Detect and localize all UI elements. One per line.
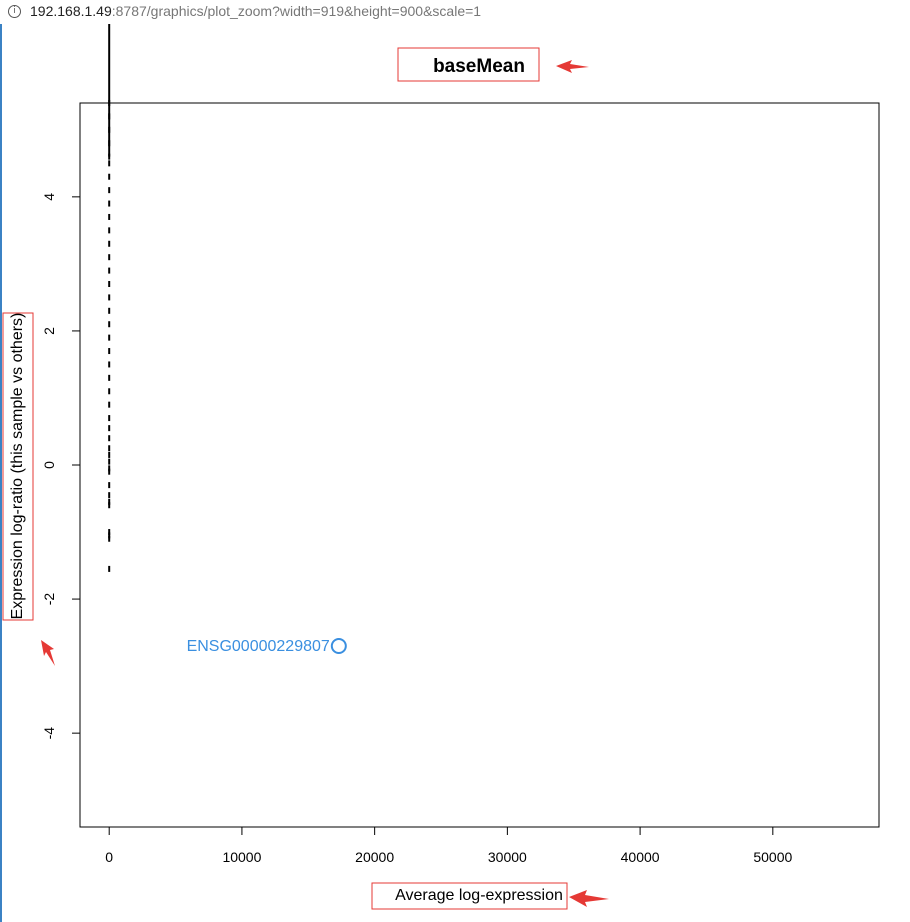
data-point (108, 458, 111, 465)
data-point (108, 415, 111, 422)
ylabel-arrow-annotation (41, 640, 55, 666)
y-tick-label: 0 (41, 461, 57, 469)
data-point (108, 425, 111, 432)
data-point (108, 113, 111, 120)
data-point (108, 294, 111, 301)
y-axis: -4 -2 0 2 4 (41, 193, 80, 740)
highlight-label: ENSG00000229807 (187, 638, 330, 655)
y-tick-label: 4 (41, 193, 57, 201)
x-axis: 0 10000 20000 30000 40000 50000 (105, 827, 792, 865)
y-tick-label: -2 (41, 593, 57, 606)
highlight-point (330, 638, 347, 654)
data-point (108, 153, 111, 160)
data-point (108, 187, 111, 194)
data-point (108, 532, 111, 539)
title-arrow-annotation (556, 60, 589, 73)
y-axis-label: Expression log-ratio (this sample vs oth… (9, 313, 26, 620)
x-tick-label: 50000 (753, 849, 792, 865)
plot-frame (79, 102, 880, 828)
data-point (108, 445, 111, 452)
data-point (108, 468, 111, 475)
data-point (108, 240, 111, 247)
x-tick-label: 20000 (355, 849, 394, 865)
data-point (108, 498, 111, 505)
browser-address-bar[interactable]: i 192.168.1.49:8787/graphics/plot_zoom?w… (0, 0, 910, 24)
url-host: 192.168.1.49 (30, 3, 112, 19)
data-point (108, 482, 111, 489)
xlabel-annotation-box (371, 882, 568, 910)
data-point (108, 100, 111, 106)
data-point (108, 465, 111, 472)
data-point (108, 126, 111, 133)
x-tick-label: 30000 (488, 849, 527, 865)
x-tick-label: 10000 (222, 849, 261, 865)
data-point (108, 173, 111, 180)
data-points (108, 100, 111, 572)
window-left-edge (0, 24, 2, 922)
data-point (108, 227, 111, 234)
data-point (108, 435, 111, 442)
data-point (108, 334, 111, 341)
info-icon[interactable]: i (8, 5, 21, 18)
data-point (108, 565, 111, 572)
data-point (108, 267, 111, 274)
data-point (108, 492, 111, 499)
x-tick-label: 40000 (621, 849, 660, 865)
data-point (108, 321, 111, 328)
data-point (108, 307, 111, 314)
x-tick-label: 0 (105, 849, 113, 865)
ylabel-annotation-box (2, 312, 34, 621)
data-point (108, 502, 111, 509)
title-annotation-box (397, 47, 540, 82)
data-point (108, 388, 111, 395)
data-point (108, 529, 111, 536)
data-point (108, 451, 111, 458)
data-point (108, 374, 111, 381)
chart-title: baseMean (433, 56, 525, 77)
data-point (108, 401, 111, 408)
url-path: :8787/graphics/plot_zoom?width=919&heigh… (111, 3, 482, 19)
data-point (108, 348, 111, 355)
x-axis-label: Average log-expression (395, 887, 563, 904)
data-point (108, 213, 111, 220)
data-point (108, 140, 111, 147)
xlabel-arrow-annotation (569, 890, 609, 907)
url-text[interactable]: 192.168.1.49:8787/graphics/plot_zoom?wid… (30, 3, 481, 19)
data-point (108, 254, 111, 261)
data-point (108, 160, 111, 167)
data-point (108, 535, 111, 542)
data-point (108, 281, 111, 287)
y-tick-label: 2 (41, 327, 57, 335)
data-point (108, 361, 111, 368)
data-point (108, 200, 111, 207)
y-tick-label: -4 (41, 727, 57, 740)
